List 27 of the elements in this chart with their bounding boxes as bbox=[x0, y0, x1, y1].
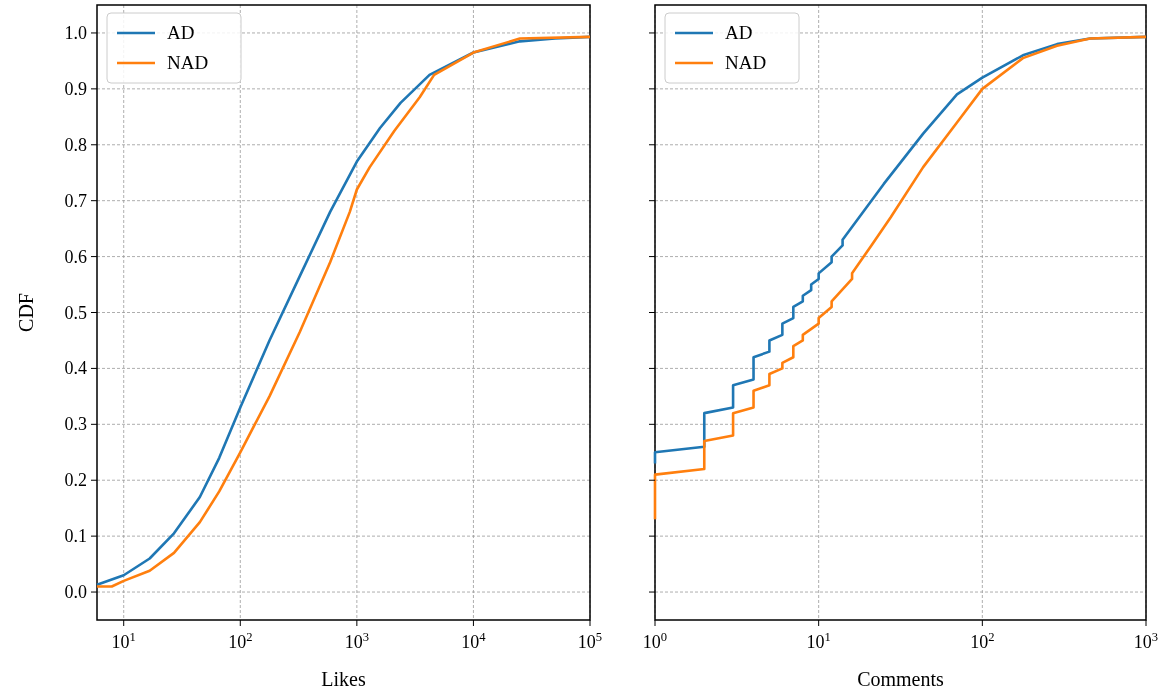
x-tick-label: 10$^{3}$ bbox=[1133, 630, 1159, 652]
legend-label: AD bbox=[725, 22, 753, 43]
y-tick-label: 0.4 bbox=[64, 358, 87, 379]
legend-label: AD bbox=[167, 22, 195, 43]
y-tick-label: 0.9 bbox=[64, 78, 87, 99]
x-tick-label: 10$^{0}$ bbox=[642, 630, 668, 652]
x-tick-label: 10$^{2}$ bbox=[228, 630, 253, 652]
legend-label: NAD bbox=[167, 52, 209, 73]
y-tick-label: 0.5 bbox=[64, 302, 87, 323]
y-tick-label: 0.1 bbox=[64, 526, 87, 547]
y-tick-label: 0.8 bbox=[64, 134, 87, 155]
y-tick-label: 0.6 bbox=[64, 246, 87, 267]
x-axis-title: Comments bbox=[857, 668, 945, 690]
x-tick-label: 10$^{1}$ bbox=[806, 630, 831, 652]
x-axis-title: Likes bbox=[321, 668, 366, 690]
y-tick-label: 0.2 bbox=[64, 470, 87, 491]
x-tick-label: 10$^{4}$ bbox=[461, 630, 487, 652]
y-axis-title: CDF bbox=[15, 293, 37, 332]
y-tick-label: 0.0 bbox=[64, 582, 87, 603]
y-tick-label: 0.7 bbox=[64, 190, 87, 211]
y-tick-label: 1.0 bbox=[64, 22, 87, 43]
legend-label: NAD bbox=[725, 52, 767, 73]
x-tick-label: 10$^{2}$ bbox=[970, 630, 995, 652]
x-tick-label: 10$^{1}$ bbox=[111, 630, 136, 652]
x-tick-label: 10$^{5}$ bbox=[577, 630, 603, 652]
x-tick-label: 10$^{3}$ bbox=[344, 630, 369, 652]
y-tick-label: 0.3 bbox=[64, 414, 87, 435]
